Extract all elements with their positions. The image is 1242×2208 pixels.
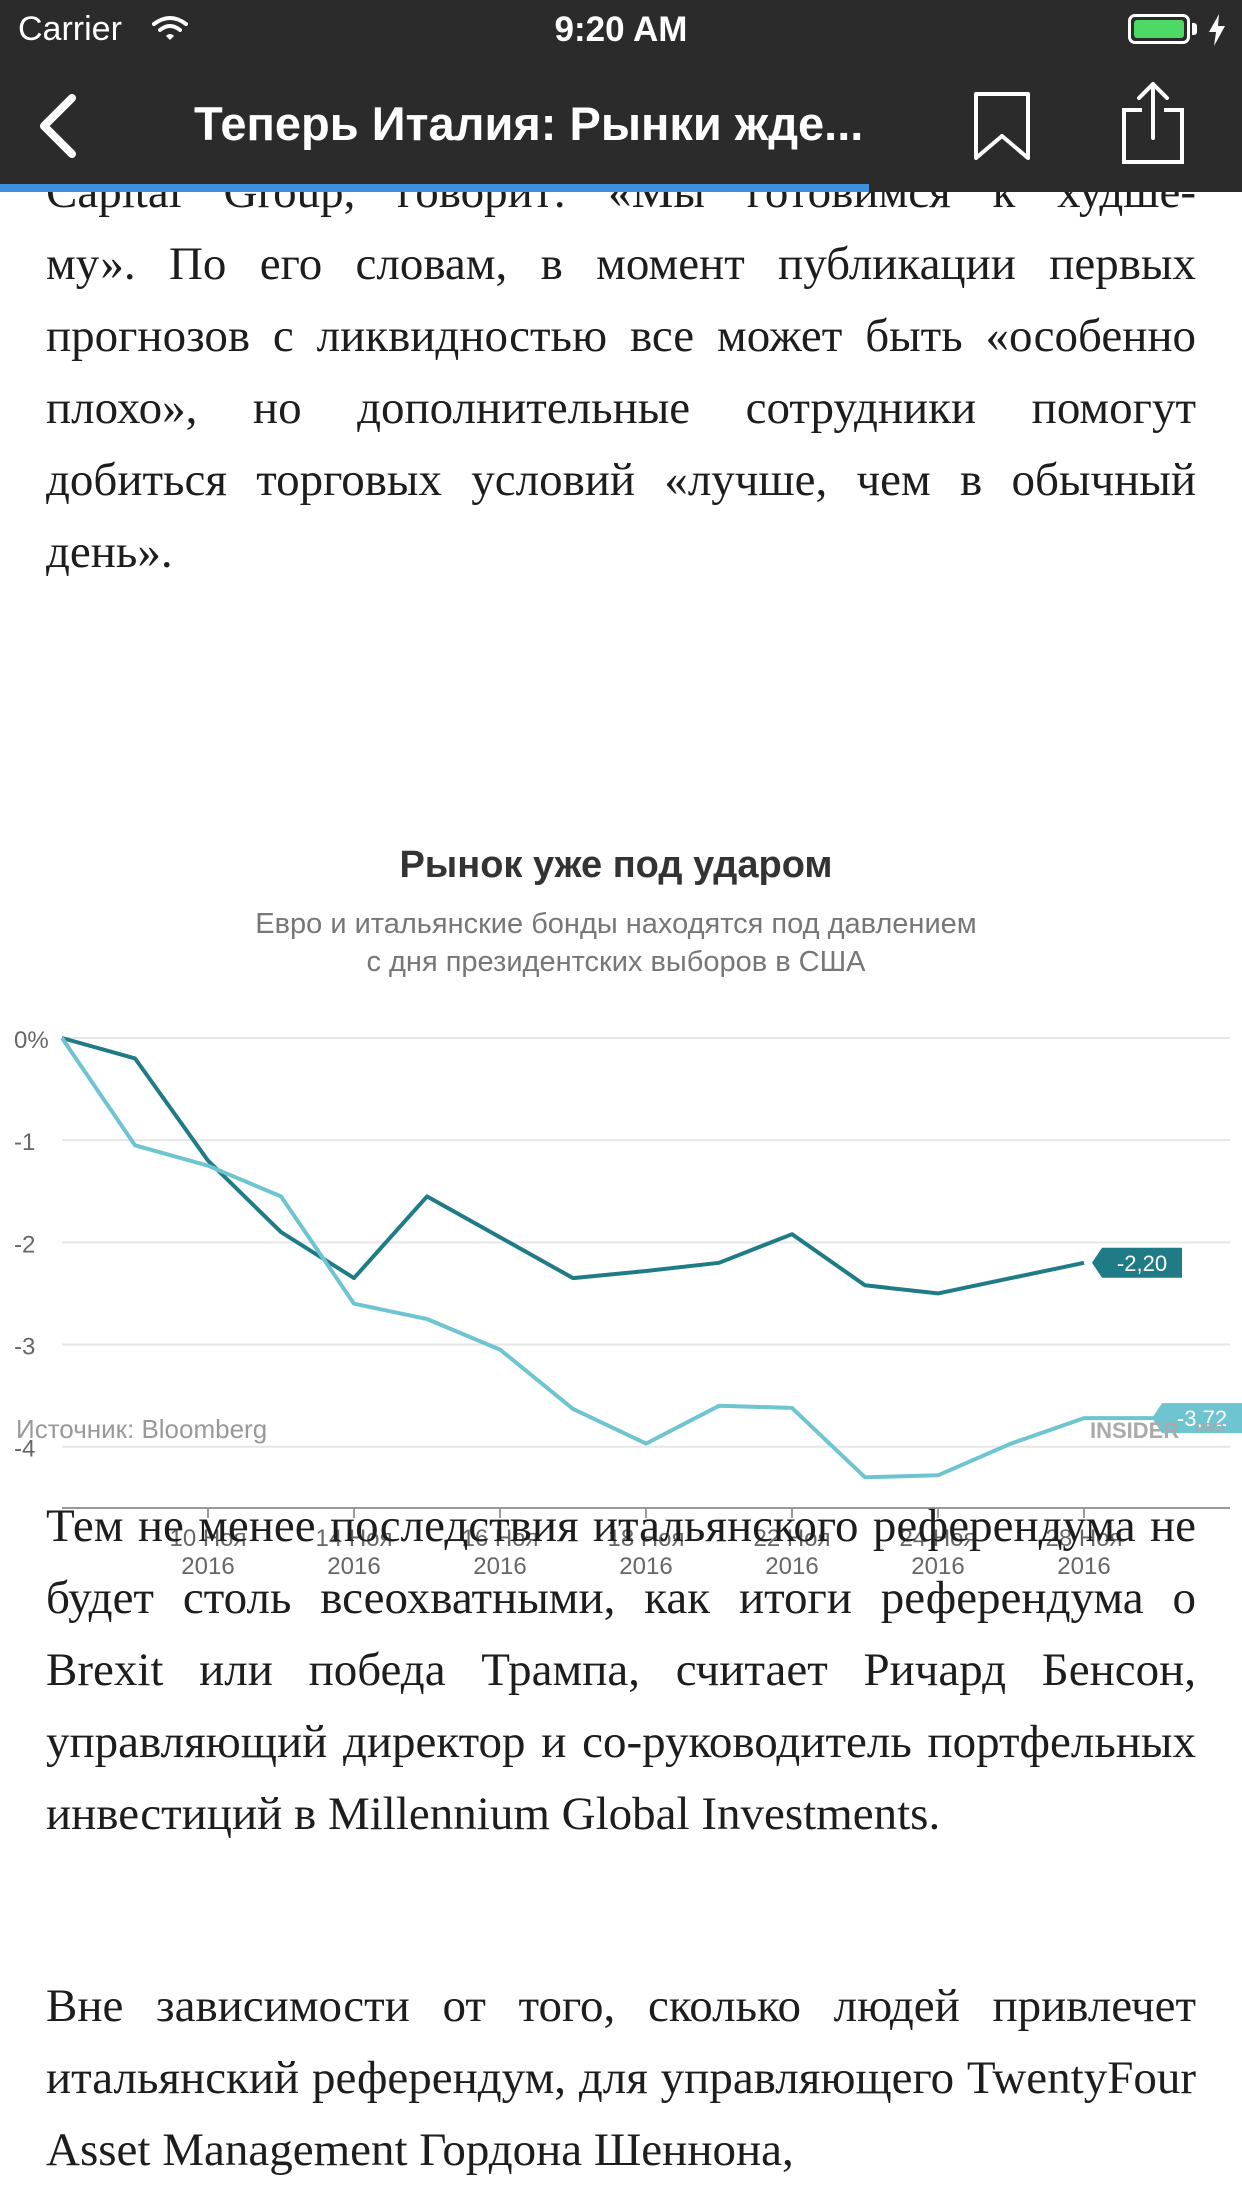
x-tick-label: 10 Ноя xyxy=(169,1525,246,1552)
y-tick-label: -4 xyxy=(14,1436,35,1463)
reading-progress xyxy=(0,184,1242,192)
article-paragraph-1: му». По его словам, в момент публикации … xyxy=(46,238,1196,578)
end-label-dark: -2,20 xyxy=(1117,1251,1167,1276)
battery-icon xyxy=(1128,14,1190,44)
article-body: Capital Group, говорит: «Мы готовимся к … xyxy=(0,190,1242,2208)
chart-brand-logo: INSIDER xyxy=(1090,1418,1179,1443)
x-tick-year: 2016 xyxy=(911,1553,964,1580)
x-tick-label: 16 Ноя xyxy=(461,1525,538,1552)
x-tick-year: 2016 xyxy=(765,1553,818,1580)
status-bar: Carrier 9:20 AM xyxy=(0,0,1242,62)
market-chart: Рынок уже под ударом Евро и итальянские … xyxy=(14,844,1242,1580)
y-tick-label: 0% xyxy=(14,1027,49,1054)
series-line-light xyxy=(60,1036,1230,1480)
article-paragraph-3: Вне зависимости от того, сколько людей п… xyxy=(46,1980,1196,2176)
reading-progress-fill xyxy=(0,184,870,192)
end-label-badge-dark xyxy=(1092,1247,1182,1278)
carrier-label: Carrier xyxy=(18,10,122,48)
battery-tip xyxy=(1192,23,1197,35)
x-tick-year: 2016 xyxy=(473,1553,526,1580)
x-tick-year: 2016 xyxy=(327,1553,380,1580)
x-tick-label: 14 Ноя xyxy=(315,1525,392,1552)
end-label-badge-light xyxy=(1152,1403,1242,1434)
chart-source: Источник: Bloomberg xyxy=(16,1414,267,1444)
article-paragraph-2: Тем не менее последствия итальянского ре… xyxy=(46,1500,1196,1840)
x-tick-label: 24 Ноя xyxy=(899,1525,976,1552)
bookmark-button[interactable] xyxy=(970,90,1034,162)
x-tick-year: 2016 xyxy=(619,1553,672,1580)
chart-subtitle-line1: Евро и итальянские бонды находятся под д… xyxy=(255,908,976,940)
y-tick-label: -3 xyxy=(14,1334,35,1361)
article-title: Теперь Италия: Рынки жде... xyxy=(194,97,864,150)
share-button[interactable] xyxy=(1118,80,1188,166)
battery-level xyxy=(1134,20,1184,38)
x-tick-label: 22 Ноя xyxy=(753,1525,830,1552)
chart-title: Рынок уже под ударом xyxy=(399,844,832,886)
y-tick-label: -2 xyxy=(14,1231,35,1258)
series-line-dark xyxy=(61,1036,1085,1296)
end-label-light: -3,72 xyxy=(1177,1406,1227,1431)
status-time: 9:20 AM xyxy=(554,10,688,49)
x-tick-label: 28 Ноя xyxy=(1045,1525,1122,1552)
article-partial-line: Capital Group, говорит: «Мы готовимся к … xyxy=(46,190,1196,218)
y-tick-label: -1 xyxy=(14,1129,35,1156)
chart-brand-suffix: PRO xyxy=(1196,1420,1224,1435)
charging-bolt-icon xyxy=(1209,14,1225,46)
x-tick-year: 2016 xyxy=(181,1553,234,1580)
chart-subtitle-line2: с дня президентских выборов в США xyxy=(366,946,866,978)
nav-bar: Теперь Италия: Рынки жде... xyxy=(0,62,1242,190)
x-tick-label: 18 Ноя xyxy=(607,1525,684,1552)
wifi-icon xyxy=(152,16,188,40)
back-button[interactable] xyxy=(30,90,90,162)
x-tick-year: 2016 xyxy=(1057,1553,1110,1580)
